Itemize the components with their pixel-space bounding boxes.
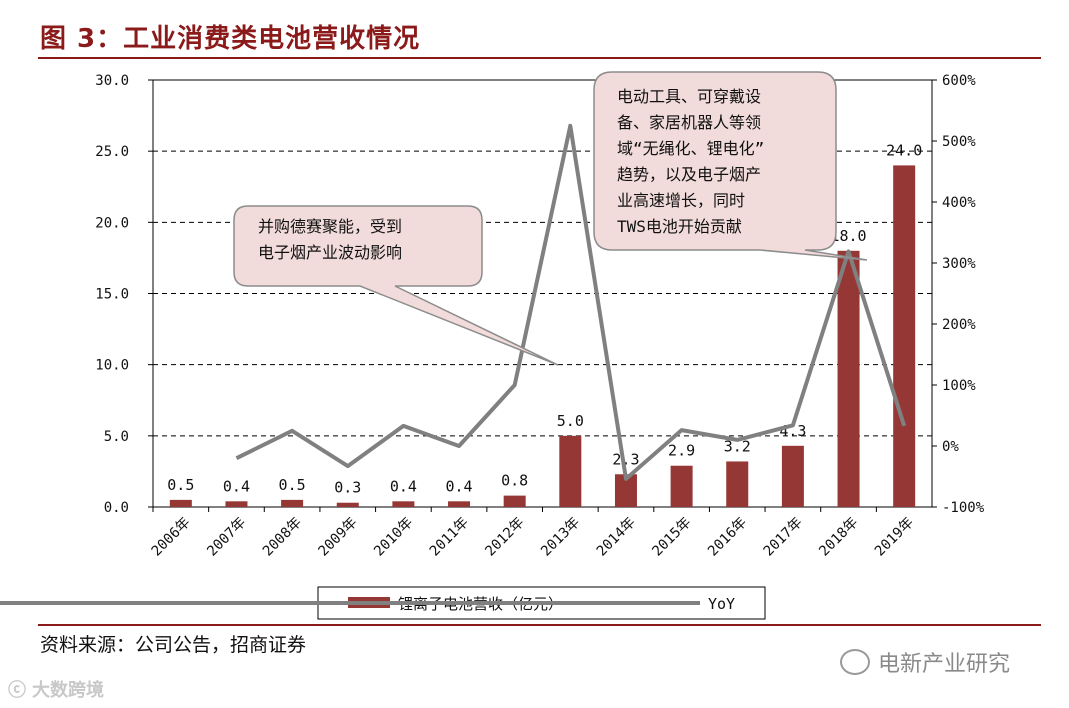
bar xyxy=(893,165,916,507)
y-left-tick-label: 15.0 xyxy=(95,287,129,303)
bar-data-label: 0.4 xyxy=(445,477,472,495)
y-left-tick-label: 10.0 xyxy=(95,358,129,374)
bar-data-label: 0.4 xyxy=(223,477,250,495)
y-left-tick-label: 0.0 xyxy=(104,500,129,516)
callout-line: 电动工具、可穿戴设 xyxy=(617,87,761,106)
watermark-left: ⓒ 大数跨境 xyxy=(8,676,104,702)
bar-data-label: 0.8 xyxy=(501,472,528,490)
callout-line: 电子烟产业波动影响 xyxy=(258,243,402,262)
x-tick-label: 2012年 xyxy=(482,515,527,560)
y-right-tick-label: 400% xyxy=(942,195,976,211)
x-tick-label: 2018年 xyxy=(816,515,861,560)
title-rule xyxy=(38,57,1041,59)
y-right-tick-label: 600% xyxy=(942,73,976,89)
x-tick-label: 2016年 xyxy=(705,515,750,560)
x-tick-label: 2006年 xyxy=(149,515,194,560)
bar xyxy=(225,501,248,507)
callout-line: 业高速增长，同时 xyxy=(617,191,745,210)
callout-1-text: 并购德赛聚能，受到电子烟产业波动影响 xyxy=(258,217,402,262)
bar-data-label: 2.9 xyxy=(668,442,695,460)
bar xyxy=(392,501,415,507)
bar xyxy=(169,499,192,507)
bar-data-label: 24.0 xyxy=(886,141,922,159)
bar xyxy=(837,250,860,508)
callout-1: 并购德赛聚能，受到电子烟产业波动影响 xyxy=(233,205,559,366)
bar xyxy=(670,465,693,507)
x-tick-label: 2017年 xyxy=(761,515,806,560)
x-tick-label: 2007年 xyxy=(204,515,249,560)
legend-line-label: YoY xyxy=(708,595,735,613)
watermark-right: 电新产业研究 xyxy=(840,646,1010,678)
callout-line: 并购德赛聚能，受到 xyxy=(258,217,402,236)
bar-data-label: 3.2 xyxy=(724,437,751,455)
x-tick-label: 2019年 xyxy=(872,515,917,560)
x-tick-label: 2014年 xyxy=(594,515,639,560)
x-tick-label: 2011年 xyxy=(427,515,472,560)
x-tick-label: 2008年 xyxy=(260,515,305,560)
callout-line: 趋势，以及电子烟产 xyxy=(617,165,761,184)
bar xyxy=(781,445,804,507)
callout-line: 域“无绳化、锂电化” xyxy=(617,139,764,158)
bar-data-label: 0.4 xyxy=(390,477,417,495)
callout-2-text: 电动工具、可穿戴设备、家居机器人等领域“无绳化、锂电化” 趋势，以及电子烟产业高速… xyxy=(617,87,764,236)
callout-2: 电动工具、可穿戴设备、家居机器人等领域“无绳化、锂电化” 趋势，以及电子烟产业高速… xyxy=(593,71,868,261)
bar-data-label: 0.5 xyxy=(167,476,194,494)
y-left-tick-label: 25.0 xyxy=(95,144,129,160)
bar xyxy=(614,474,637,507)
bar xyxy=(281,499,304,507)
y-right-tick-label: 100% xyxy=(942,378,976,394)
y-left-tick-label: 5.0 xyxy=(104,429,129,445)
y-right-tick-label: 0% xyxy=(942,439,959,455)
y-left-tick-label: 30.0 xyxy=(95,73,129,89)
y-right-tick-label: 500% xyxy=(942,134,976,150)
wechat-icon xyxy=(840,649,870,675)
x-tick-label: 2009年 xyxy=(316,515,361,560)
source-rule xyxy=(38,624,1041,626)
bar xyxy=(726,461,749,507)
yoy-series-line xyxy=(235,123,907,481)
bar-data-label: 18.0 xyxy=(830,227,866,245)
x-tick-label: 2013年 xyxy=(538,515,583,560)
callout-line: TWS电池开始贡献 xyxy=(617,217,742,236)
callout-line: 备、家居机器人等领 xyxy=(617,113,761,132)
bar-data-label: 5.0 xyxy=(557,412,584,430)
y-left-tick-label: 20.0 xyxy=(95,215,129,231)
bar-data-label: 0.5 xyxy=(279,476,306,494)
y-right-tick-label: 300% xyxy=(942,256,976,272)
source-note: 资料来源：公司公告，招商证券 xyxy=(40,634,307,656)
bar xyxy=(448,501,471,507)
bar xyxy=(503,495,526,507)
bar-data-label: 2.3 xyxy=(612,450,639,468)
x-tick-label: 2015年 xyxy=(649,515,694,560)
x-tick-label: 2010年 xyxy=(371,515,416,560)
page-title: 图 3：工业消费类电池营收情况 xyxy=(40,24,421,54)
watermark-logo-icon: ⓒ xyxy=(8,680,26,701)
y-right-tick-label: 200% xyxy=(942,317,976,333)
bar xyxy=(336,502,359,507)
bar-data-label: 0.3 xyxy=(334,479,361,497)
y-right-tick-label: -100% xyxy=(942,500,985,516)
bar xyxy=(559,435,582,507)
legend: 锂离子电池营收（亿元） YoY xyxy=(0,586,766,620)
